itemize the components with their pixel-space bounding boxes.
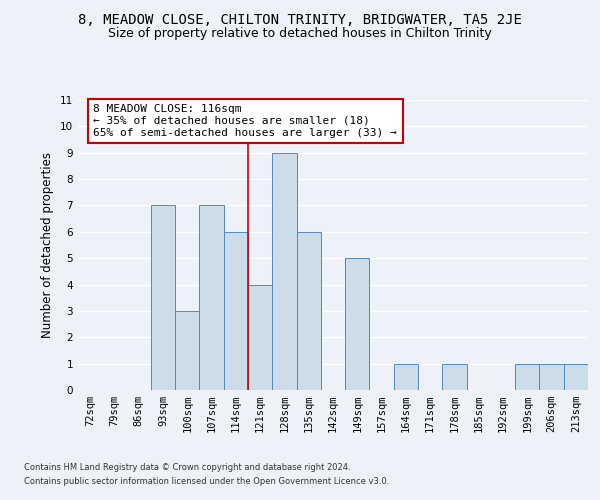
Bar bbox=[224, 232, 248, 390]
Bar bbox=[248, 284, 272, 390]
Bar bbox=[175, 311, 199, 390]
Text: 8 MEADOW CLOSE: 116sqm
← 35% of detached houses are smaller (18)
65% of semi-det: 8 MEADOW CLOSE: 116sqm ← 35% of detached… bbox=[94, 104, 397, 138]
Bar bbox=[442, 364, 467, 390]
Bar bbox=[296, 232, 321, 390]
Text: Size of property relative to detached houses in Chilton Trinity: Size of property relative to detached ho… bbox=[108, 28, 492, 40]
Bar bbox=[539, 364, 564, 390]
Y-axis label: Number of detached properties: Number of detached properties bbox=[41, 152, 55, 338]
Text: 8, MEADOW CLOSE, CHILTON TRINITY, BRIDGWATER, TA5 2JE: 8, MEADOW CLOSE, CHILTON TRINITY, BRIDGW… bbox=[78, 12, 522, 26]
Bar bbox=[272, 152, 296, 390]
Bar bbox=[564, 364, 588, 390]
Text: Contains HM Land Registry data © Crown copyright and database right 2024.: Contains HM Land Registry data © Crown c… bbox=[24, 464, 350, 472]
Bar bbox=[515, 364, 539, 390]
Text: Contains public sector information licensed under the Open Government Licence v3: Contains public sector information licen… bbox=[24, 477, 389, 486]
Bar bbox=[199, 206, 224, 390]
Bar bbox=[394, 364, 418, 390]
Bar bbox=[345, 258, 370, 390]
Bar bbox=[151, 206, 175, 390]
